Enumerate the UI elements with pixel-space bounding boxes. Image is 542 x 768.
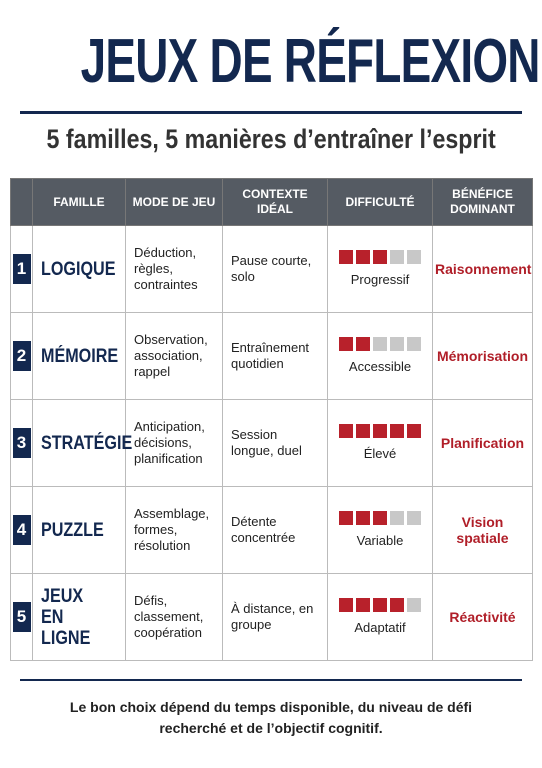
difficulty-square-filled — [390, 598, 404, 612]
family-cell: LOGIQUE — [32, 225, 126, 313]
difficulty-square-filled — [339, 250, 353, 264]
difficulty-square-filled — [373, 511, 387, 525]
difficulty-meter — [336, 511, 424, 525]
family: JEUX EN LIGNE — [41, 585, 91, 649]
difficulty-meter — [336, 250, 424, 264]
number-cell: 1 — [10, 225, 33, 313]
benefit: Vision spatiale — [432, 486, 533, 574]
difficulty-square-filled — [373, 424, 387, 438]
difficulty-square-empty — [407, 511, 421, 525]
family: LOGIQUE — [41, 258, 116, 280]
difficulty-cell: Progressif — [327, 225, 433, 313]
difficulty-square-filled — [356, 250, 370, 264]
subtitle: 5 familles, 5 manières d’entraîner l’esp… — [0, 124, 542, 155]
difficulty-square-empty — [407, 598, 421, 612]
family: PUZZLE — [41, 519, 104, 541]
difficulty-label: Accessible — [348, 359, 412, 374]
divider — [20, 111, 522, 114]
subtitle-text: 5 familles, 5 manières d’entraîner l’esp… — [46, 124, 496, 154]
row-number: 3 — [12, 428, 31, 458]
row: 3 STRATÉGIE Anticipation, décisions, plani… — [10, 399, 533, 487]
difficulty-square-filled — [339, 424, 353, 438]
benefit: Réactivité — [432, 573, 533, 661]
family: STRATÉGIE — [41, 432, 133, 454]
difficulty-label: Variable — [356, 533, 404, 548]
family-cell: PUZZLE — [32, 486, 126, 574]
difficulty-square-filled — [373, 250, 387, 264]
column-header: DIFFICULTÉ — [327, 178, 433, 226]
row: 5 JEUX EN LIGNE Défis, classement, coopéra… — [10, 573, 533, 661]
title: JEUX DE RÉFLEXION — [0, 26, 542, 97]
table-body: 1 LOGIQUE Déduction, règles, contraintes Pa… — [10, 225, 533, 661]
mode: Anticipation, décisions, planification — [125, 399, 223, 487]
row-number: 2 — [12, 341, 31, 371]
number-cell: 2 — [10, 312, 33, 400]
family-cell: JEUX EN LIGNE — [32, 573, 126, 661]
difficulty-square-filled — [339, 511, 353, 525]
family-cell: MÉMOIRE — [32, 312, 126, 400]
number-cell: 3 — [10, 399, 33, 487]
row: 4 PUZZLE Assemblage, formes, résolution Dét… — [10, 486, 533, 574]
difficulty-square-empty — [373, 337, 387, 351]
header-cell — [10, 178, 33, 226]
difficulty-meter — [336, 598, 424, 612]
row: 2 MÉMOIRE Observation, association, rappel… — [10, 312, 533, 400]
difficulty-square-filled — [356, 337, 370, 351]
row-number: 4 — [12, 515, 31, 545]
footer: Le bon choix dépend du temps disponible,… — [69, 699, 473, 736]
benefit: Mémorisation — [432, 312, 533, 400]
mode: Assemblage, formes, résolution — [125, 486, 223, 574]
mode: Défis, classement, coopération — [125, 573, 223, 661]
context: À distance, en groupe — [222, 573, 328, 661]
column-header: BÉNÉFICE DOMINANT — [432, 178, 533, 226]
difficulty-label: Progressif — [350, 272, 410, 287]
difficulty-cell: Accessible — [327, 312, 433, 400]
difficulty-square-filled — [356, 511, 370, 525]
difficulty-label: Adaptatif — [354, 620, 406, 635]
difficulty-square-filled — [356, 424, 370, 438]
number-cell: 5 — [10, 573, 33, 661]
difficulty-square-empty — [390, 511, 404, 525]
column-header: CONTEXTE IDÉAL — [222, 178, 328, 226]
difficulty-square-filled — [339, 598, 353, 612]
column-header: FAMILLE — [32, 178, 126, 226]
difficulty-meter — [336, 424, 424, 438]
difficulty-cell: Variable — [327, 486, 433, 574]
benefit: Raisonnement — [432, 225, 533, 313]
difficulty-square-empty — [390, 250, 404, 264]
difficulty-square-filled — [373, 598, 387, 612]
number-cell: 4 — [10, 486, 33, 574]
benefit: Planification — [432, 399, 533, 487]
difficulty-square-filled — [339, 337, 353, 351]
difficulty-cell: Élevé — [327, 399, 433, 487]
difficulty-cell: Adaptatif — [327, 573, 433, 661]
family-cell: STRATÉGIE — [32, 399, 132, 487]
table: FAMILLE MODE DE JEU CONTEXTE IDÉAL DIFFICUL… — [10, 178, 533, 661]
mode: Observation, association, rappel — [125, 312, 223, 400]
difficulty-square-empty — [390, 337, 404, 351]
context: Session longue, duel — [222, 399, 328, 487]
difficulty-square-filled — [356, 598, 370, 612]
column-header: MODE DE JEU — [125, 178, 223, 226]
difficulty-square-filled — [390, 424, 404, 438]
divider — [20, 679, 522, 681]
difficulty-label: Élevé — [363, 446, 397, 461]
row-number: 1 — [12, 254, 31, 284]
mode: Déduction, règles, contraintes — [125, 225, 223, 313]
row: 1 LOGIQUE Déduction, règles, contraintes Pa… — [10, 225, 533, 313]
header-row: FAMILLE MODE DE JEU CONTEXTE IDÉAL DIFFICUL… — [10, 178, 533, 226]
family: MÉMOIRE — [41, 345, 119, 367]
difficulty-square-empty — [407, 250, 421, 264]
row-number: 5 — [12, 602, 31, 632]
difficulty-square-empty — [407, 337, 421, 351]
context: Entraînement quotidien — [222, 312, 328, 400]
context: Pause courte, solo — [222, 225, 328, 313]
title-text: JEUX DE RÉFLEXION — [80, 27, 541, 96]
difficulty-square-filled — [407, 424, 421, 438]
context: Détente concentrée — [222, 486, 328, 574]
difficulty-meter — [336, 337, 424, 351]
